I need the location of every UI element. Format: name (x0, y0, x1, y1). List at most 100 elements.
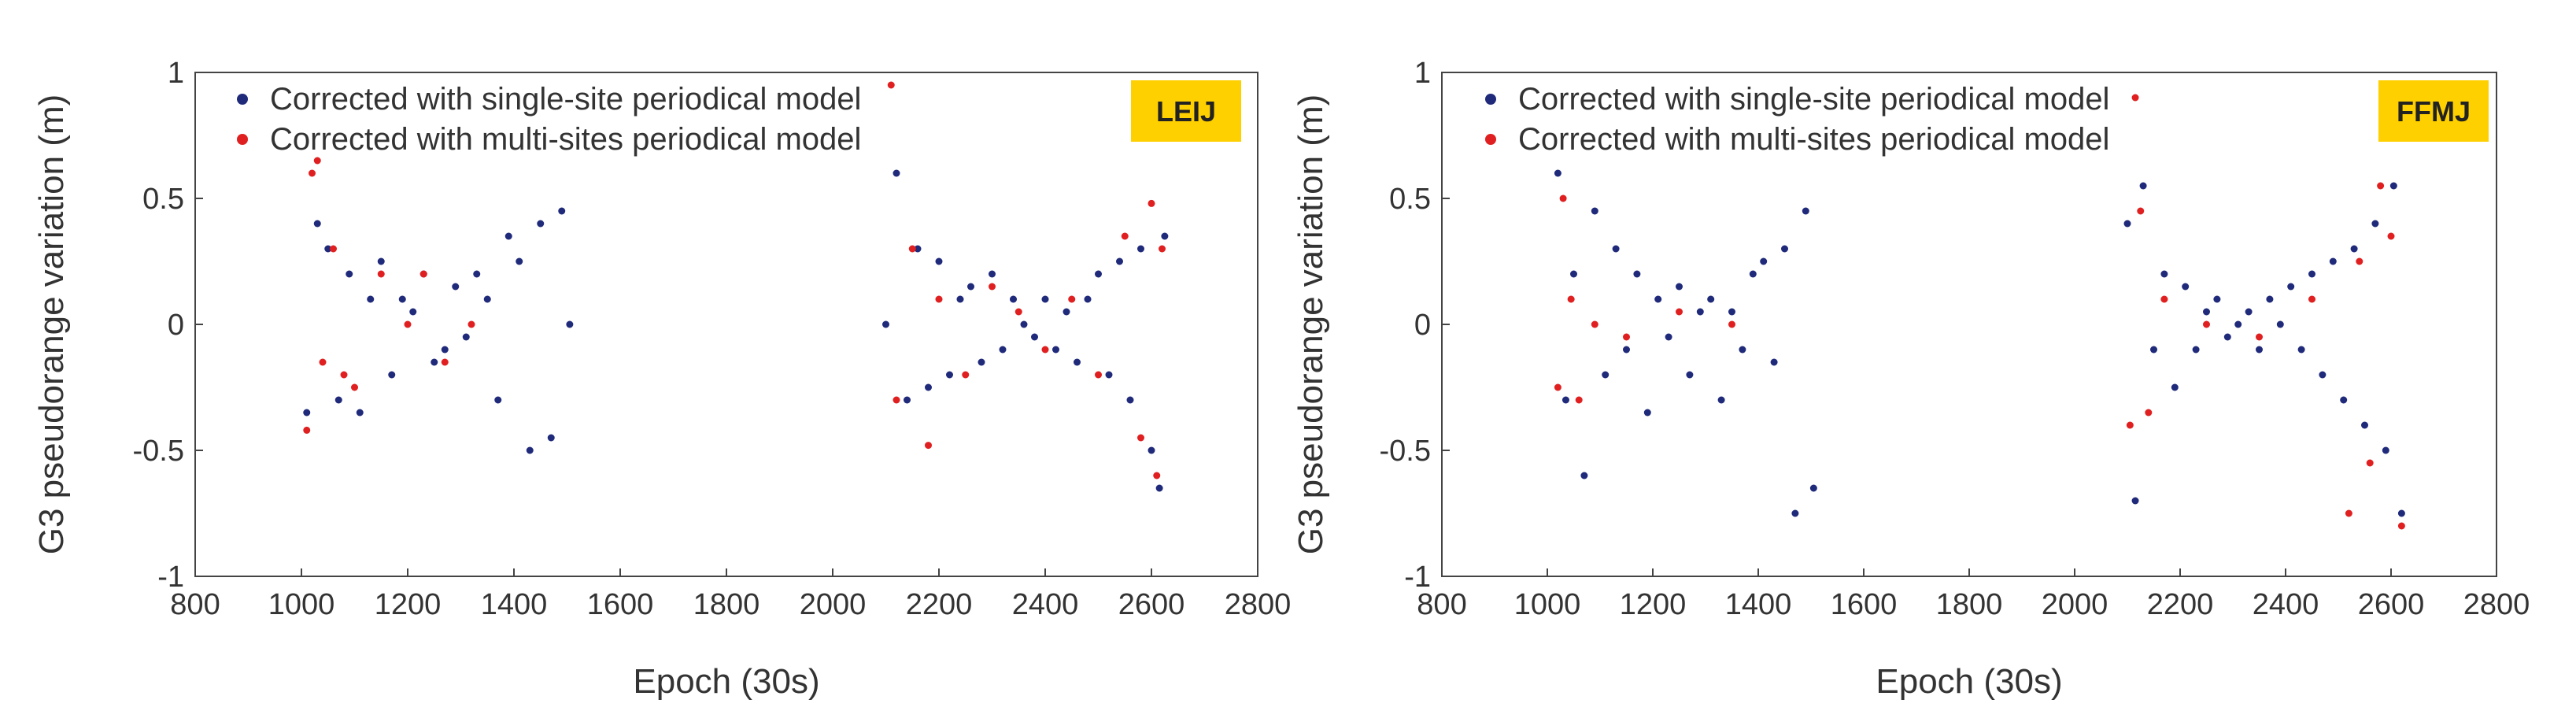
single-site-point (2256, 346, 2263, 354)
x-tick-label: 2400 (1012, 588, 1079, 621)
single-site-point (1137, 245, 1144, 253)
single-site-point (1580, 472, 1588, 479)
x-tick-label: 2800 (1225, 588, 1292, 621)
single-site-point (1591, 207, 1598, 215)
x-tick-label: 2200 (906, 588, 973, 621)
y-tick-label: 1 (168, 57, 184, 90)
multi-sites-point (1159, 245, 1166, 253)
single-site-point (1116, 257, 1123, 265)
single-site-point (537, 220, 545, 228)
x-tick-label: 2000 (2042, 588, 2108, 621)
single-site-point (516, 257, 523, 265)
single-site-point (2389, 182, 2397, 190)
single-site-point (367, 295, 375, 303)
single-site-point (956, 295, 964, 303)
multi-sites-point (908, 245, 916, 253)
single-site-point (504, 232, 512, 240)
single-site-point (2308, 270, 2315, 278)
plot-area-leij (194, 72, 1258, 577)
multi-sites-point (962, 371, 970, 379)
single-site-point (409, 308, 417, 316)
x-tick-label: 2400 (2253, 588, 2319, 621)
single-site-point (1095, 270, 1102, 278)
legend-ffmj: Corrected with single-site periodical mo… (1485, 82, 2109, 157)
single-site-point (1696, 308, 1704, 316)
single-site-point (441, 346, 449, 354)
single-site-point (2192, 346, 2200, 354)
legend-label-multi-leij: Corrected with multi-sites periodical mo… (270, 122, 861, 157)
single-site-point (483, 295, 491, 303)
single-site-point (2361, 421, 2368, 429)
single-site-point (2182, 283, 2190, 291)
multi-sites-point (377, 270, 385, 278)
multi-sites-point (2137, 207, 2145, 215)
panel-leij: 800 1000 1200 1400 1600 1800 2000 2200 2400 2600 2… (32, 57, 1291, 701)
y-axis-label-leij: G3 pseudorange variation (m) (32, 94, 71, 555)
single-site-point (346, 270, 353, 278)
y-tick-label: 0 (1414, 309, 1431, 342)
x-ticks-leij: 800 1000 1200 1400 1600 1800 2000 2200 2400 2600 2… (170, 568, 1291, 621)
legend-label-multi-ffmj: Corrected with multi-sites periodical mo… (1518, 122, 2109, 157)
legend-marker-multi-leij (237, 134, 248, 145)
multi-sites-point (1728, 320, 1735, 328)
single-site-point (566, 320, 574, 328)
single-site-point (2287, 283, 2295, 291)
legend-label-single-ffmj: Corrected with single-site periodical mo… (1518, 82, 2109, 117)
single-site-point (967, 283, 974, 291)
single-site-point (1739, 346, 1746, 354)
plot-area-ffmj (1441, 72, 2497, 577)
single-site-point (2276, 320, 2284, 328)
multi-sites-point (1153, 472, 1161, 479)
single-site-point (1155, 484, 1163, 492)
single-site-point (356, 409, 364, 417)
y-tick-label: 0.5 (142, 183, 184, 216)
multi-sites-point (340, 371, 348, 379)
multi-sites-point (441, 358, 449, 366)
single-site-point (1654, 295, 1662, 303)
single-site-point (2139, 182, 2147, 190)
single-site-point (2371, 220, 2379, 228)
multi-sites-point (1575, 396, 1583, 404)
single-site-point (2150, 346, 2157, 354)
single-site-point (452, 283, 460, 291)
legend-marker-multi-ffmj (1485, 134, 1496, 145)
series-points-ffmj (1554, 94, 2405, 530)
multi-sites-point (2356, 257, 2363, 265)
multi-sites-point (468, 320, 475, 328)
multi-sites-point (303, 426, 311, 434)
single-site-point (1561, 396, 1569, 404)
x-tick-label: 1400 (1725, 588, 1792, 621)
single-site-point (526, 446, 534, 454)
panel-ffmj: 800 1000 1200 1400 1600 1800 2000 2200 2400 2600 2… (1292, 57, 2530, 701)
legend-marker-single-ffmj (1485, 94, 1496, 105)
single-site-point (1052, 346, 1059, 354)
x-tick-label: 1400 (481, 588, 548, 621)
single-site-point (2234, 320, 2242, 328)
multi-sites-point (2256, 333, 2263, 341)
x-tick-label: 1800 (693, 588, 760, 621)
x-tick-label: 2800 (2463, 588, 2530, 621)
single-site-point (1612, 245, 1620, 253)
multi-sites-point (419, 270, 427, 278)
single-site-point (1161, 232, 1169, 240)
single-site-point (1809, 484, 1817, 492)
x-tick-label: 2200 (2147, 588, 2214, 621)
single-site-point (1760, 257, 1768, 265)
single-site-point (324, 245, 332, 253)
single-site-point (2266, 295, 2274, 303)
single-site-point (1063, 308, 1070, 316)
multi-sites-point (1676, 308, 1683, 316)
multi-sites-point (1567, 295, 1575, 303)
single-site-point (1074, 358, 1081, 366)
site-tag-label-ffmj: FFMJ (2397, 95, 2471, 128)
multi-sites-point (330, 245, 337, 253)
x-tick-label: 1600 (587, 588, 654, 621)
multi-sites-point (1148, 199, 1155, 207)
single-site-point (2297, 346, 2305, 354)
multi-sites-point (1559, 194, 1567, 202)
single-site-point (1570, 270, 1577, 278)
x-axis-label-leij: Epoch (30s) (633, 662, 819, 701)
single-site-point (2350, 245, 2358, 253)
x-tick-label: 800 (1417, 588, 1466, 621)
single-site-point (1728, 308, 1735, 316)
